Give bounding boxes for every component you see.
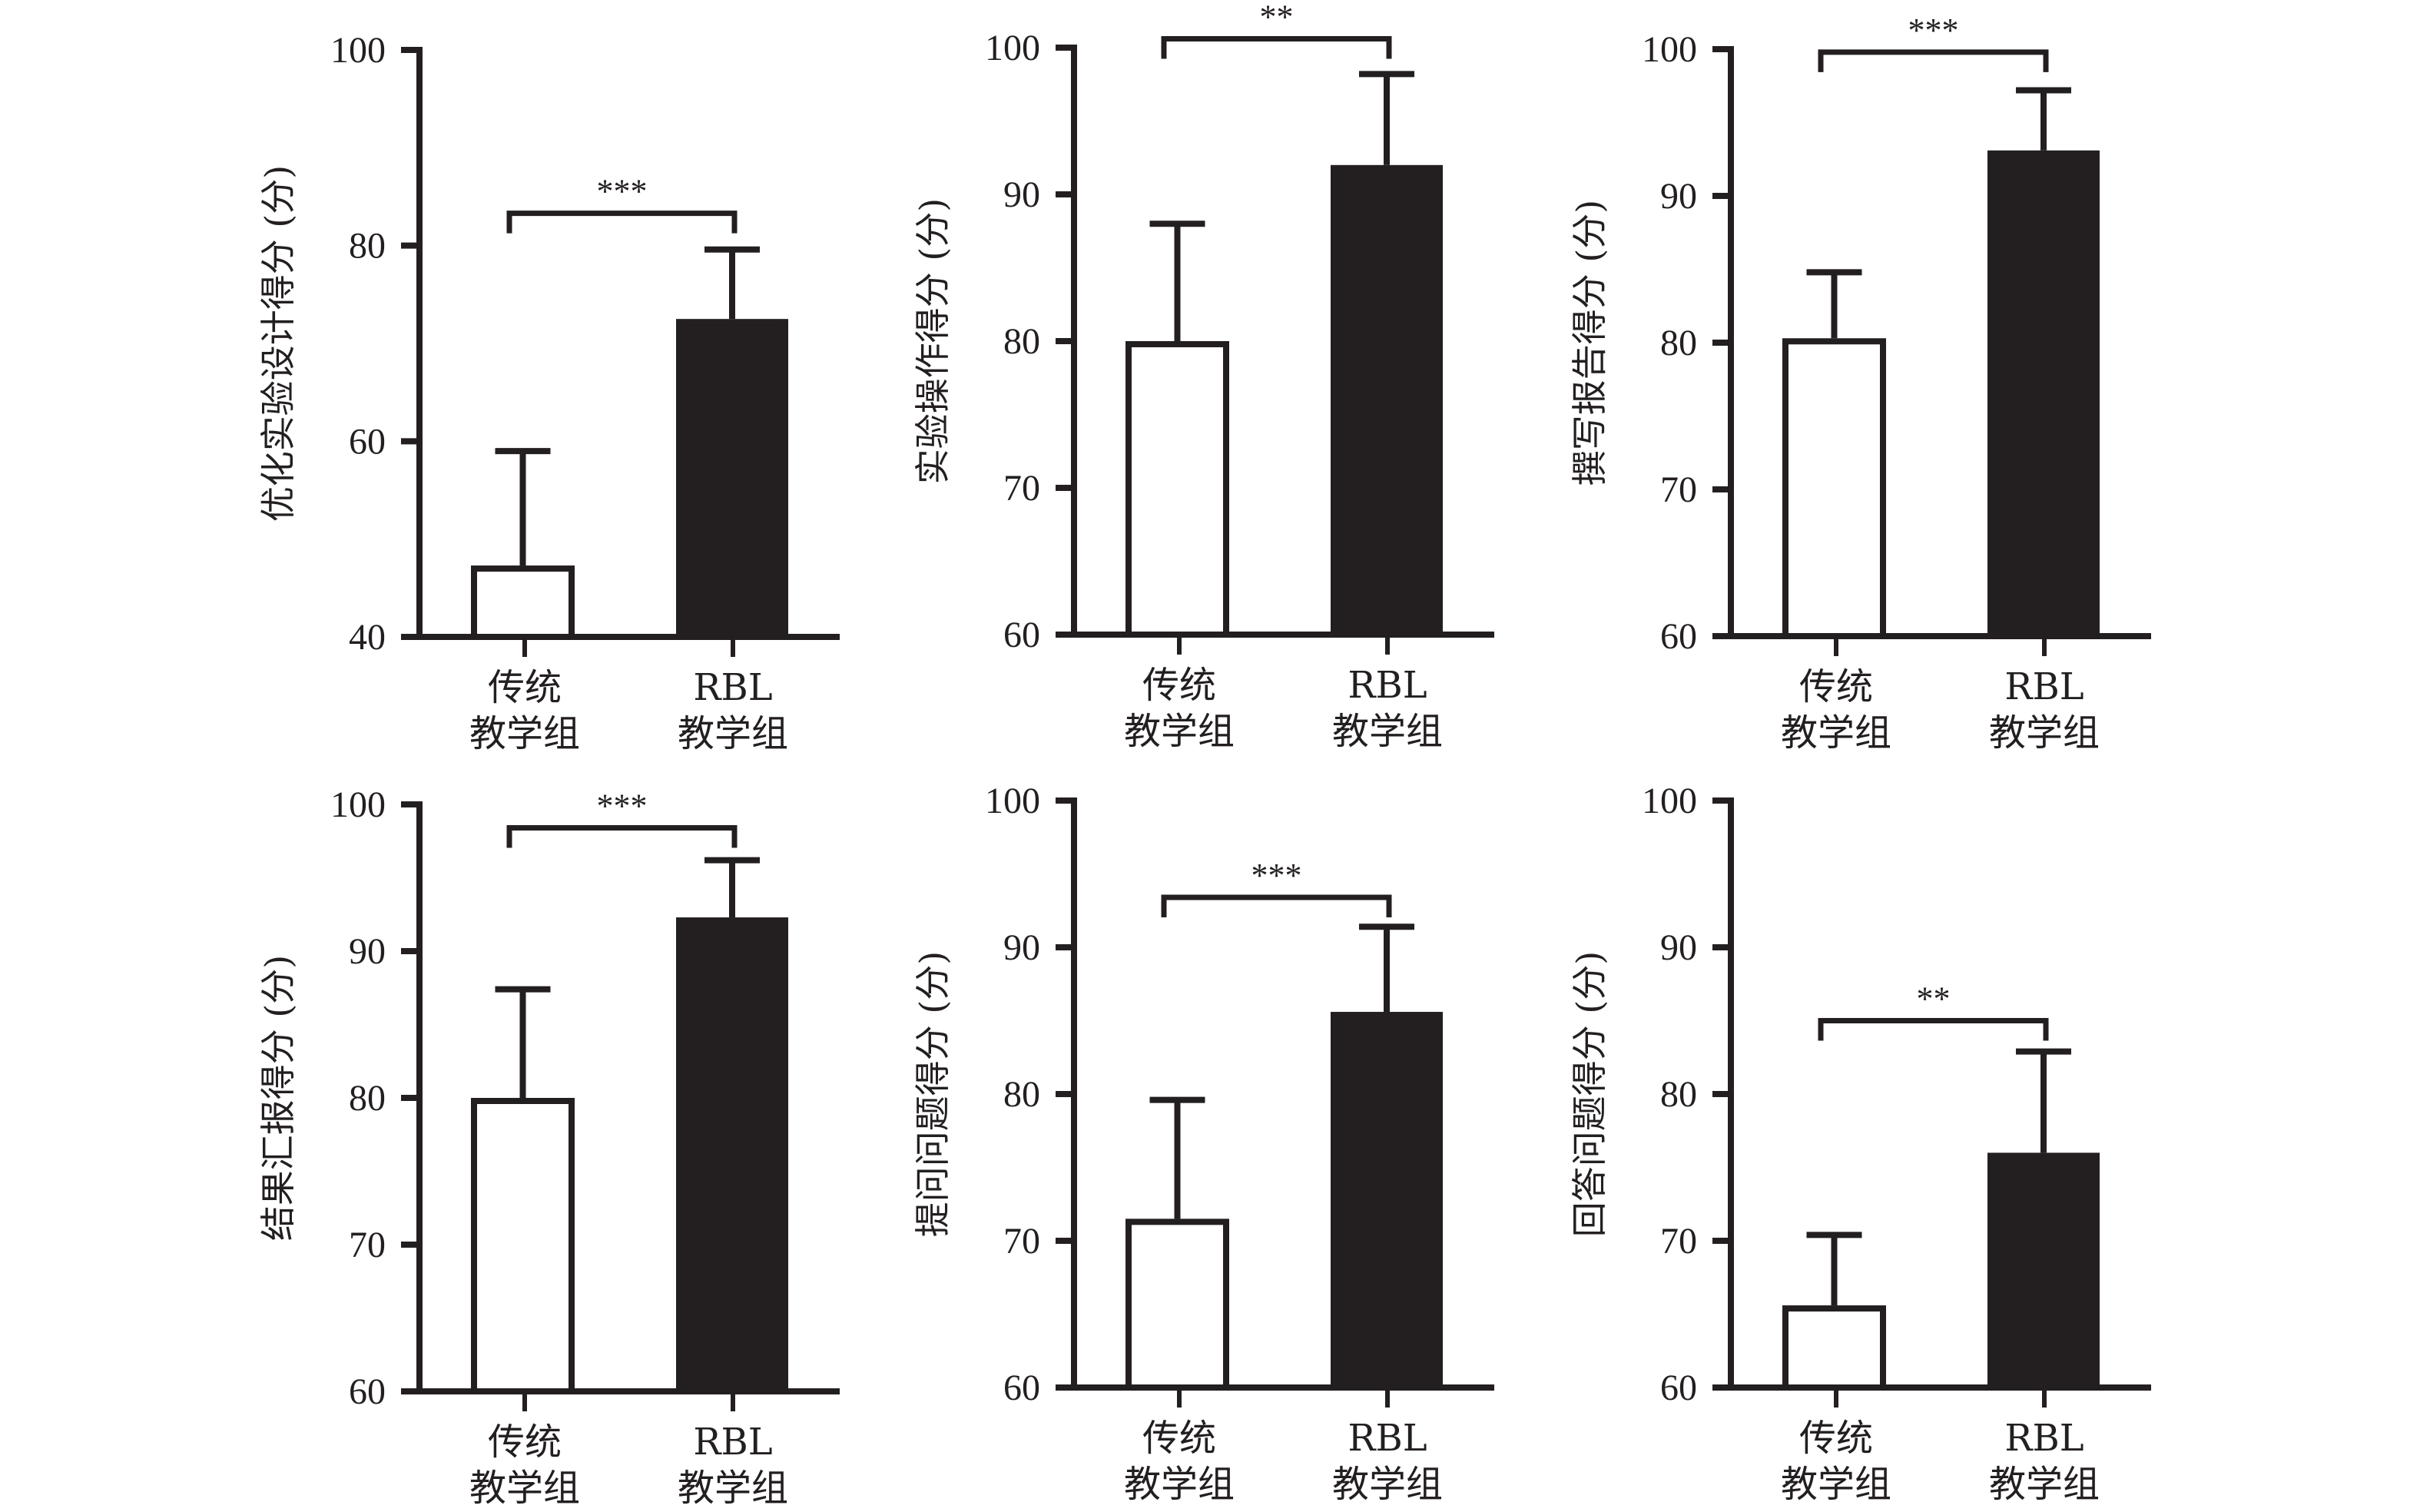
y-tick-label: 80 bbox=[1003, 1074, 1040, 1115]
x-tick-label-line1: 传统 bbox=[1799, 1417, 1873, 1460]
bar-traditional-group bbox=[471, 1098, 575, 1394]
y-tick-label: 90 bbox=[349, 931, 386, 972]
y-tick-label: 100 bbox=[1642, 781, 1697, 821]
x-tick-label-line1: RBL bbox=[1348, 664, 1427, 707]
y-tick-label: 90 bbox=[1660, 176, 1697, 217]
significance-label: *** bbox=[1251, 857, 1302, 894]
y-tick-label: 60 bbox=[349, 421, 386, 462]
y-tick-label: 90 bbox=[1003, 174, 1040, 215]
bar-traditional-group bbox=[1782, 338, 1886, 639]
significance-label: ** bbox=[1260, 0, 1294, 36]
y-tick-label: 100 bbox=[1642, 29, 1697, 70]
significance-bracket bbox=[506, 211, 738, 234]
y-tick-label: 70 bbox=[349, 1225, 386, 1265]
bar-rbl-group bbox=[676, 917, 788, 1394]
y-tick-label: 70 bbox=[1003, 468, 1040, 509]
y-tick-label: 60 bbox=[349, 1371, 386, 1412]
y-tick-label: 100 bbox=[985, 781, 1040, 821]
x-tick-label-line1: 传统 bbox=[1142, 1417, 1216, 1460]
y-tick-label: 70 bbox=[1660, 469, 1697, 510]
x-tick-label-line2: 教学组 bbox=[1332, 1463, 1443, 1506]
y-tick-label: 100 bbox=[330, 30, 386, 71]
significance-label: ** bbox=[1917, 980, 1951, 1018]
bar-traditional-group bbox=[1125, 341, 1229, 638]
significance-bracket bbox=[1161, 36, 1392, 59]
bar-traditional-group bbox=[471, 565, 575, 641]
significance-label: *** bbox=[597, 788, 648, 825]
x-tick-label-line2: 教学组 bbox=[678, 1467, 788, 1510]
bar-rbl-group bbox=[1331, 164, 1443, 638]
x-tick-label-line1: 传统 bbox=[1142, 664, 1216, 707]
y-axis-label: 撰写报告得分 (分) bbox=[1569, 200, 1610, 486]
y-tick-label: 60 bbox=[1003, 615, 1040, 655]
y-tick-label: 60 bbox=[1003, 1368, 1040, 1408]
bar-rbl-group bbox=[1987, 1152, 2100, 1391]
y-tick-label: 60 bbox=[1660, 616, 1697, 657]
x-tick-label-line1: RBL bbox=[693, 1421, 772, 1464]
y-axis-label: 提问问题得分 (分) bbox=[912, 951, 953, 1238]
significance-label: *** bbox=[1908, 12, 1959, 49]
y-tick-label: 80 bbox=[349, 226, 386, 267]
y-tick-label: 100 bbox=[330, 784, 386, 825]
y-axis-label: 结果汇报得分 (分) bbox=[257, 955, 299, 1242]
bar-traditional-group bbox=[1125, 1219, 1229, 1391]
y-tick-label: 70 bbox=[1003, 1221, 1040, 1262]
y-tick-label: 90 bbox=[1660, 927, 1697, 968]
x-tick-label-line2: 教学组 bbox=[1124, 1463, 1235, 1506]
significance-bracket bbox=[1818, 1018, 2049, 1041]
y-axis-label: 回答问题得分 (分) bbox=[1569, 951, 1610, 1238]
x-tick-label-line1: 传统 bbox=[1799, 665, 1873, 708]
x-tick-label-line2: 教学组 bbox=[469, 1467, 580, 1510]
x-tick-label-line1: RBL bbox=[1348, 1417, 1427, 1460]
x-tick-label-line1: RBL bbox=[693, 666, 772, 709]
x-tick-label-line2: 教学组 bbox=[1124, 710, 1235, 753]
x-tick-label-line2: 教学组 bbox=[1989, 711, 2100, 754]
x-tick-label-line2: 教学组 bbox=[469, 712, 580, 755]
y-tick-label: 100 bbox=[985, 28, 1040, 68]
y-tick-label: 60 bbox=[1660, 1368, 1697, 1408]
significance-bracket bbox=[1161, 894, 1392, 918]
y-axis-label: 优化实验设计得分 (分) bbox=[257, 165, 299, 522]
bar-rbl-group bbox=[1987, 150, 2100, 640]
x-tick-label-line2: 教学组 bbox=[678, 712, 788, 755]
y-tick-label: 80 bbox=[1660, 323, 1697, 363]
y-tick-label: 90 bbox=[1003, 927, 1040, 968]
bar-traditional-group bbox=[1782, 1305, 1886, 1391]
significance-bracket bbox=[1818, 49, 2049, 72]
x-tick-label-line1: 传统 bbox=[488, 666, 562, 709]
x-tick-label-line1: 传统 bbox=[488, 1421, 562, 1464]
y-tick-label: 80 bbox=[349, 1078, 386, 1119]
bar-rbl-group bbox=[1331, 1012, 1443, 1391]
x-tick-label-line2: 教学组 bbox=[1332, 710, 1443, 753]
y-axis-label: 实验操作得分 (分) bbox=[912, 198, 953, 485]
y-tick-label: 40 bbox=[349, 617, 386, 658]
significance-label: *** bbox=[597, 173, 648, 211]
x-tick-label-line2: 教学组 bbox=[1989, 1463, 2100, 1506]
x-tick-label-line1: RBL bbox=[2004, 665, 2084, 708]
y-tick-label: 80 bbox=[1660, 1074, 1697, 1115]
bar-rbl-group bbox=[676, 319, 788, 640]
y-tick-label: 80 bbox=[1003, 321, 1040, 362]
x-tick-label-line2: 教学组 bbox=[1781, 711, 1891, 754]
significance-bracket bbox=[506, 825, 738, 848]
y-tick-label: 70 bbox=[1660, 1221, 1697, 1262]
x-tick-label-line2: 教学组 bbox=[1781, 1463, 1891, 1506]
x-tick-label-line1: RBL bbox=[2004, 1417, 2084, 1460]
